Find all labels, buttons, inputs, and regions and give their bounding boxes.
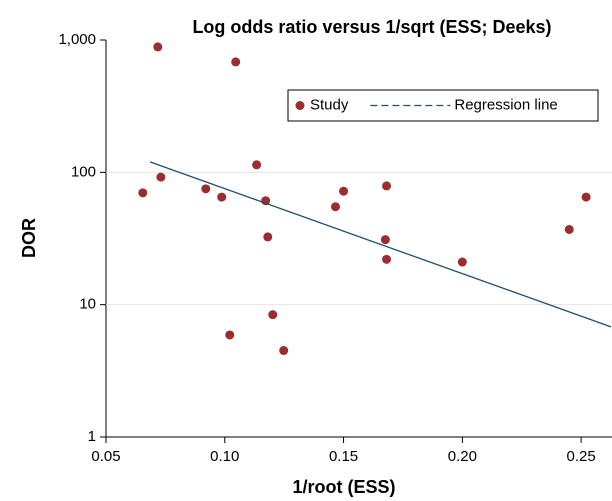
study-point bbox=[339, 186, 349, 196]
legend-label: Study bbox=[310, 96, 349, 113]
y-axis-title: DOR bbox=[19, 218, 39, 258]
regression-line bbox=[149, 161, 612, 328]
study-point bbox=[457, 257, 467, 267]
study-point bbox=[153, 42, 163, 52]
x-tick-label: 0.15 bbox=[329, 448, 358, 465]
chart-title: Log odds ratio versus 1/sqrt (ESS; Deeks… bbox=[192, 17, 551, 37]
x-axis-title: 1/root (ESS) bbox=[292, 477, 395, 497]
x-tick-label: 0.20 bbox=[448, 448, 477, 465]
study-point bbox=[279, 346, 289, 356]
study-point bbox=[156, 172, 166, 182]
study-point bbox=[382, 181, 392, 191]
legend-label: Regression line bbox=[454, 96, 557, 113]
study-point bbox=[217, 192, 227, 202]
study-point bbox=[231, 57, 241, 67]
legend-marker bbox=[295, 101, 305, 110]
study-point bbox=[380, 235, 390, 245]
study-point bbox=[330, 202, 340, 212]
x-tick-label: 0.05 bbox=[91, 448, 120, 465]
x-tick-label: 0.10 bbox=[210, 448, 239, 465]
study-point bbox=[564, 224, 574, 234]
study-point bbox=[225, 330, 235, 340]
study-point bbox=[138, 188, 148, 198]
study-point bbox=[201, 184, 211, 194]
y-tick-label: 10 bbox=[79, 296, 96, 313]
study-point bbox=[268, 310, 278, 320]
y-tick-label: 1,000 bbox=[58, 31, 96, 48]
study-point bbox=[263, 232, 273, 242]
study-point bbox=[382, 254, 392, 264]
study-point bbox=[581, 192, 591, 202]
y-tick-label: 100 bbox=[71, 163, 96, 180]
x-tick-label: 0.25 bbox=[567, 448, 596, 465]
study-point bbox=[252, 160, 262, 170]
y-tick-label: 1 bbox=[88, 428, 96, 445]
